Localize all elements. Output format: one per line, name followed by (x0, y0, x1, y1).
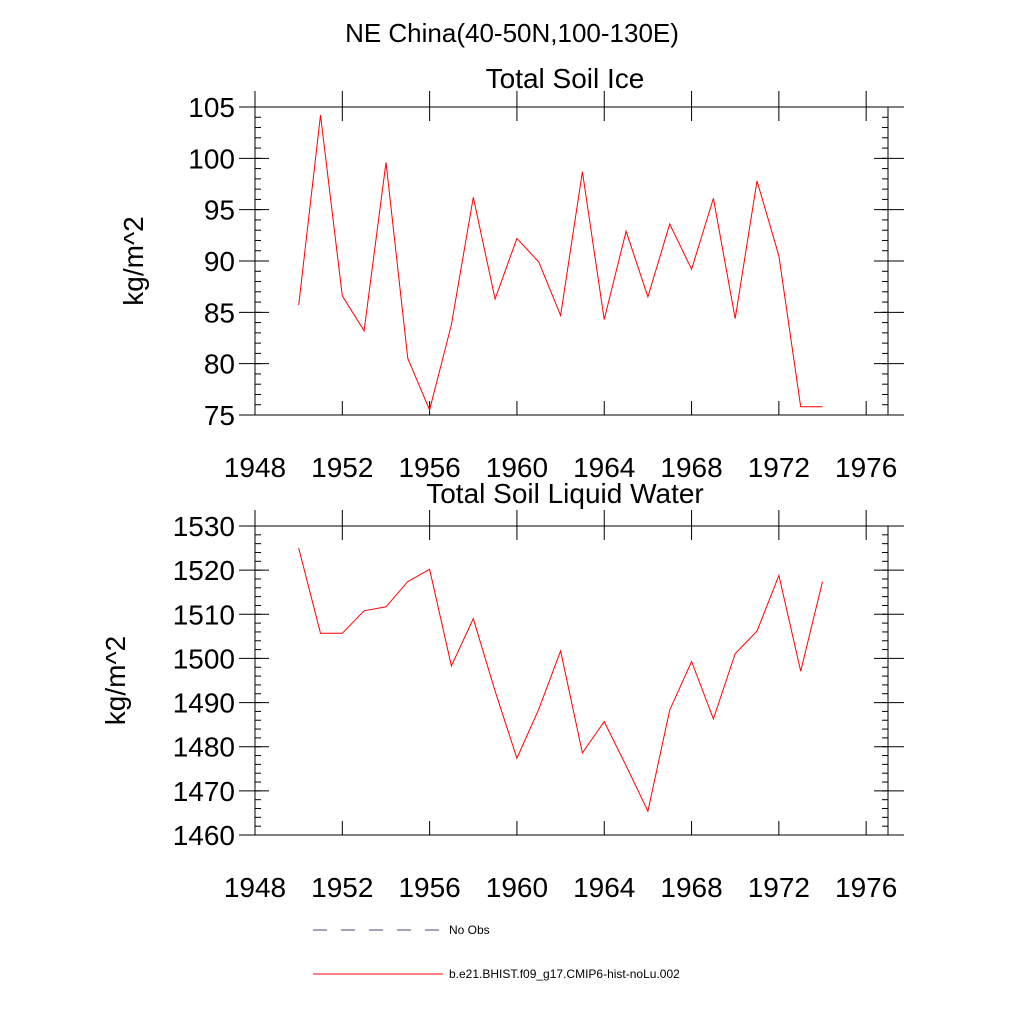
panel-total-soil-liquid-water: Total Soil Liquid Water 1948 1952 1956 1960 1… (100, 478, 904, 903)
y-tick-label: 1520 (173, 555, 235, 586)
y-tick-label: 85 (204, 297, 235, 328)
legend-label-model: b.e21.BHIST.f09_g17.CMIP6-hist-noLu.002 (449, 967, 680, 981)
legend-label-no-obs: No Obs (449, 923, 490, 937)
y-tick-label: 1510 (173, 599, 235, 630)
x-tick-label: 1956 (398, 872, 460, 903)
y-tick-label: 1470 (173, 776, 235, 807)
y-tick-label: 95 (204, 195, 235, 226)
plot-frame (254, 525, 889, 836)
x-tick-label: 1976 (835, 452, 897, 483)
y-tick-label: 75 (204, 400, 235, 431)
chart-title: Total Soil Liquid Water (426, 478, 704, 509)
x-tick-label: 1968 (660, 452, 722, 483)
x-tick-label: 1952 (311, 872, 373, 903)
figure-title: NE China(40-50N,100-130E) (345, 18, 679, 48)
x-tick-label: 1956 (398, 452, 460, 483)
y-tick-label: 1500 (173, 643, 235, 674)
y-tick-label: 80 (204, 349, 235, 380)
x-tick-label: 1968 (660, 872, 722, 903)
y-tick-label: 1460 (173, 820, 235, 851)
y-tick-label: 90 (204, 246, 235, 277)
series-line (298, 115, 823, 412)
series-line (298, 547, 823, 813)
x-tick-label: 1972 (748, 452, 810, 483)
y-axis-label: kg/m^2 (118, 216, 149, 305)
panel-total-soil-ice: Total Soil Ice 1948 1952 1956 1960 1964 1968 19… (118, 63, 904, 483)
x-tick-label: 1948 (224, 872, 286, 903)
chart-title: Total Soil Ice (486, 63, 645, 94)
x-tick-label: 1976 (835, 872, 897, 903)
x-tick-label: 1960 (486, 452, 548, 483)
x-tick-label: 1952 (311, 452, 373, 483)
y-tick-label: 1480 (173, 732, 235, 763)
plot-frame (254, 106, 889, 416)
y-axis-label: kg/m^2 (100, 636, 131, 725)
x-tick-label: 1948 (224, 452, 286, 483)
y-tick-label: 1530 (173, 511, 235, 542)
x-tick-label: 1964 (573, 452, 635, 483)
y-tick-label: 100 (188, 143, 235, 174)
y-tick-label: 1490 (173, 688, 235, 719)
x-tick-label: 1960 (486, 872, 548, 903)
x-tick-label: 1964 (573, 872, 635, 903)
x-tick-label: 1972 (748, 872, 810, 903)
y-tick-label: 105 (188, 92, 235, 123)
legend: No Obs b.e21.BHIST.f09_g17.CMIP6-hist-no… (313, 923, 680, 981)
